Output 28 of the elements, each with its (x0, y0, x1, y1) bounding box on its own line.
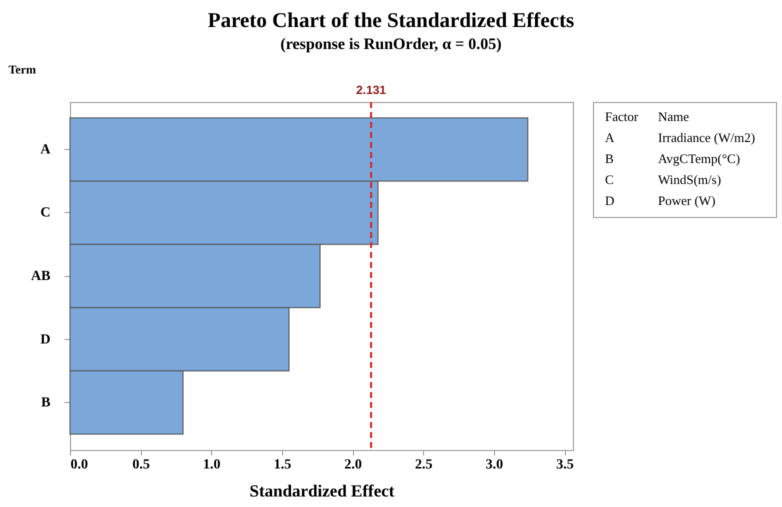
x-tick-label: 3.0 (486, 458, 504, 472)
y-tick-label: AB (31, 269, 50, 284)
x-tick-label: 2.5 (414, 458, 432, 472)
y-tick-label: D (40, 332, 50, 348)
x-tick-label: 0.0 (70, 458, 88, 472)
y-axis-title: Term (8, 62, 36, 76)
text: B (604, 150, 615, 166)
x-axis-title: Standardized Effect (250, 482, 395, 500)
text: A (604, 130, 616, 146)
x-tick-label: 0.5 (132, 458, 150, 472)
text: Power (W) (658, 192, 716, 208)
chart-title: Pareto Chart of the Standardized Effects (206, 8, 576, 33)
x-tick-label: 1.0 (203, 458, 221, 472)
text: AvgCTemp(°C) (658, 150, 740, 166)
chart-subtitle: (response is RunOrder, α = 0.05) (279, 36, 503, 54)
text: Factor (604, 108, 640, 124)
y-tick-label: A (40, 142, 52, 158)
y-tick-label: B (41, 396, 50, 411)
text: C (604, 172, 615, 188)
text: Name (658, 108, 690, 124)
y-tick-label: C (40, 206, 50, 221)
text: Irradiance (W/m2) (658, 130, 756, 146)
x-tick-label: 1.5 (274, 458, 292, 472)
ref-line-label: 2.131 (356, 83, 386, 97)
text: D (604, 192, 616, 208)
x-tick-label: 2.0 (344, 458, 362, 472)
text: WindS(m/s) (658, 172, 722, 188)
x-tick-label: 3.5 (556, 458, 574, 472)
